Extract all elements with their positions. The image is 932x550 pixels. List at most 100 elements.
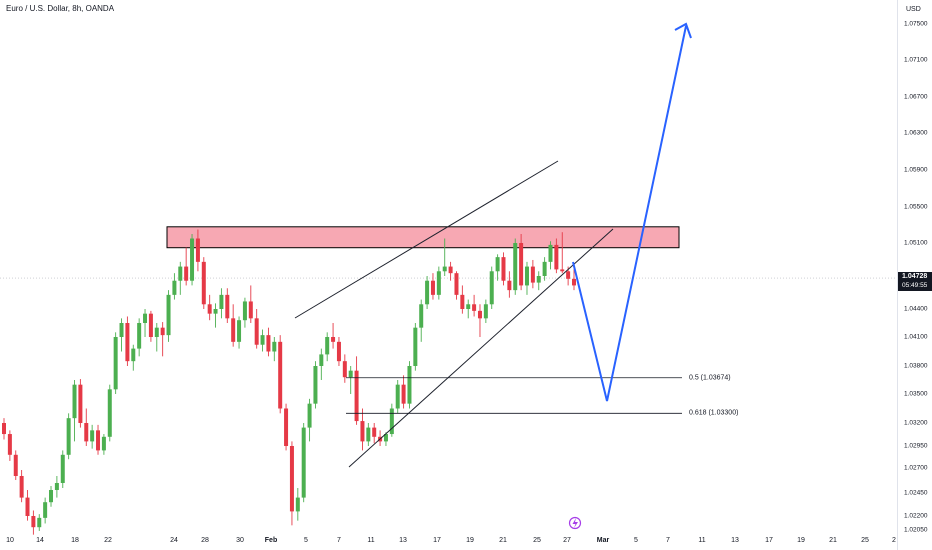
- candle-body: [2, 423, 6, 435]
- candle-body: [436, 271, 441, 295]
- bar-countdown: 05:49:55: [902, 282, 928, 289]
- candle-body: [272, 341, 277, 352]
- time-tick-label: 2: [892, 537, 896, 544]
- time-tick-label: 24: [170, 537, 178, 544]
- candle-body: [331, 337, 336, 342]
- candle-body: [395, 384, 400, 409]
- price-tick-label: 1.02950: [904, 442, 928, 450]
- candle-body: [507, 280, 512, 291]
- candle-body: [554, 244, 559, 270]
- time-tick-label: 7: [337, 537, 341, 544]
- candle-body: [336, 341, 341, 362]
- candle-body: [354, 370, 359, 422]
- time-tick-label: 28: [201, 537, 209, 544]
- price-tick-label: 1.02700: [904, 464, 928, 472]
- candle-body: [66, 418, 71, 455]
- forecast-path: [572, 25, 687, 402]
- resistance-zone: [166, 226, 680, 249]
- candle-body: [96, 430, 101, 451]
- candle-body: [289, 446, 294, 512]
- candle-body: [419, 304, 424, 328]
- candle-body: [131, 348, 136, 362]
- candle-body: [524, 266, 529, 286]
- candle-body: [389, 408, 394, 435]
- time-tick-label: 27: [563, 537, 571, 544]
- candle-body: [519, 243, 524, 286]
- price-tick-label: 1.02200: [904, 512, 928, 520]
- time-tick-label: 7: [666, 537, 670, 544]
- candle-body: [242, 301, 247, 321]
- candle-body: [78, 384, 83, 423]
- candle-body: [301, 427, 306, 498]
- price-tick-label: 1.05900: [904, 166, 928, 174]
- fib-level-label: 0.618 (1.03300): [689, 409, 739, 417]
- lightning-icon: [572, 518, 578, 528]
- candle-body: [90, 430, 95, 442]
- candle-body: [25, 497, 30, 516]
- candle-body: [31, 516, 36, 528]
- candle-body: [13, 454, 18, 476]
- candle-body: [107, 389, 112, 437]
- price-tick-label: 1.07100: [904, 56, 928, 64]
- candle-body: [530, 266, 535, 283]
- candle-body: [489, 271, 494, 305]
- candle-body: [472, 304, 477, 311]
- time-tick-label: 19: [797, 537, 805, 544]
- candle-body: [19, 476, 24, 498]
- price-tick-label: 1.03500: [904, 390, 928, 398]
- candle-body: [572, 278, 576, 286]
- candle-body: [125, 323, 130, 362]
- price-tick-label: 1.05100: [904, 239, 928, 247]
- candle-body: [348, 370, 353, 378]
- price-tick-label: 1.02050: [904, 526, 928, 534]
- current-price-tag: 1.04728 05:49:55: [898, 272, 932, 291]
- candle-body: [460, 294, 465, 309]
- candle-body: [360, 421, 365, 442]
- price-chart[interactable]: [0, 0, 897, 550]
- candle-body: [119, 323, 124, 337]
- candle-body: [477, 310, 482, 319]
- candle-body: [542, 261, 547, 276]
- time-tick-label: 11: [367, 537, 375, 544]
- price-tick-label: 1.05500: [904, 203, 928, 211]
- candle-body: [219, 294, 224, 309]
- time-tick-label: 13: [399, 537, 407, 544]
- candle-body: [84, 423, 89, 442]
- candle-body: [513, 243, 518, 291]
- candle-body: [231, 318, 236, 342]
- price-tick-label: 1.02450: [904, 489, 928, 497]
- time-tick-label: Feb: [264, 537, 278, 544]
- time-tick-label: 30: [236, 537, 244, 544]
- candle-body: [442, 266, 447, 272]
- candle-body: [49, 490, 54, 503]
- candle-body: [54, 483, 59, 490]
- lower-trendline: [348, 228, 614, 468]
- candle-body: [248, 301, 253, 319]
- time-tick-label: 14: [36, 537, 44, 544]
- candle-body: [560, 269, 565, 272]
- chart-title: Euro / U.S. Dollar, 8h, OANDA: [6, 4, 115, 13]
- candle-body: [154, 327, 159, 337]
- candle-body: [448, 266, 453, 274]
- candle-body: [319, 354, 324, 366]
- candle-body: [160, 327, 165, 336]
- time-tick-label: 25: [861, 537, 869, 544]
- fib-level-label: 0.5 (1.03674): [689, 374, 731, 382]
- time-tick-label: 5: [304, 537, 308, 544]
- candle-body: [566, 271, 571, 279]
- price-tick-label: 1.06700: [904, 93, 928, 101]
- currency-label: USD: [906, 6, 921, 13]
- candle-body: [201, 261, 206, 305]
- candle-body: [501, 257, 506, 281]
- candle-body: [278, 341, 283, 409]
- time-tick-label: 17: [765, 537, 773, 544]
- candle-body: [366, 427, 371, 442]
- candle-body: [113, 337, 118, 390]
- candle-body: [254, 318, 259, 345]
- candle-body: [190, 238, 195, 281]
- candle-body: [342, 361, 347, 378]
- price-tick-label: 1.04100: [904, 333, 928, 341]
- candle-body: [295, 497, 300, 512]
- candle-body: [7, 434, 12, 455]
- candle-body: [143, 313, 148, 323]
